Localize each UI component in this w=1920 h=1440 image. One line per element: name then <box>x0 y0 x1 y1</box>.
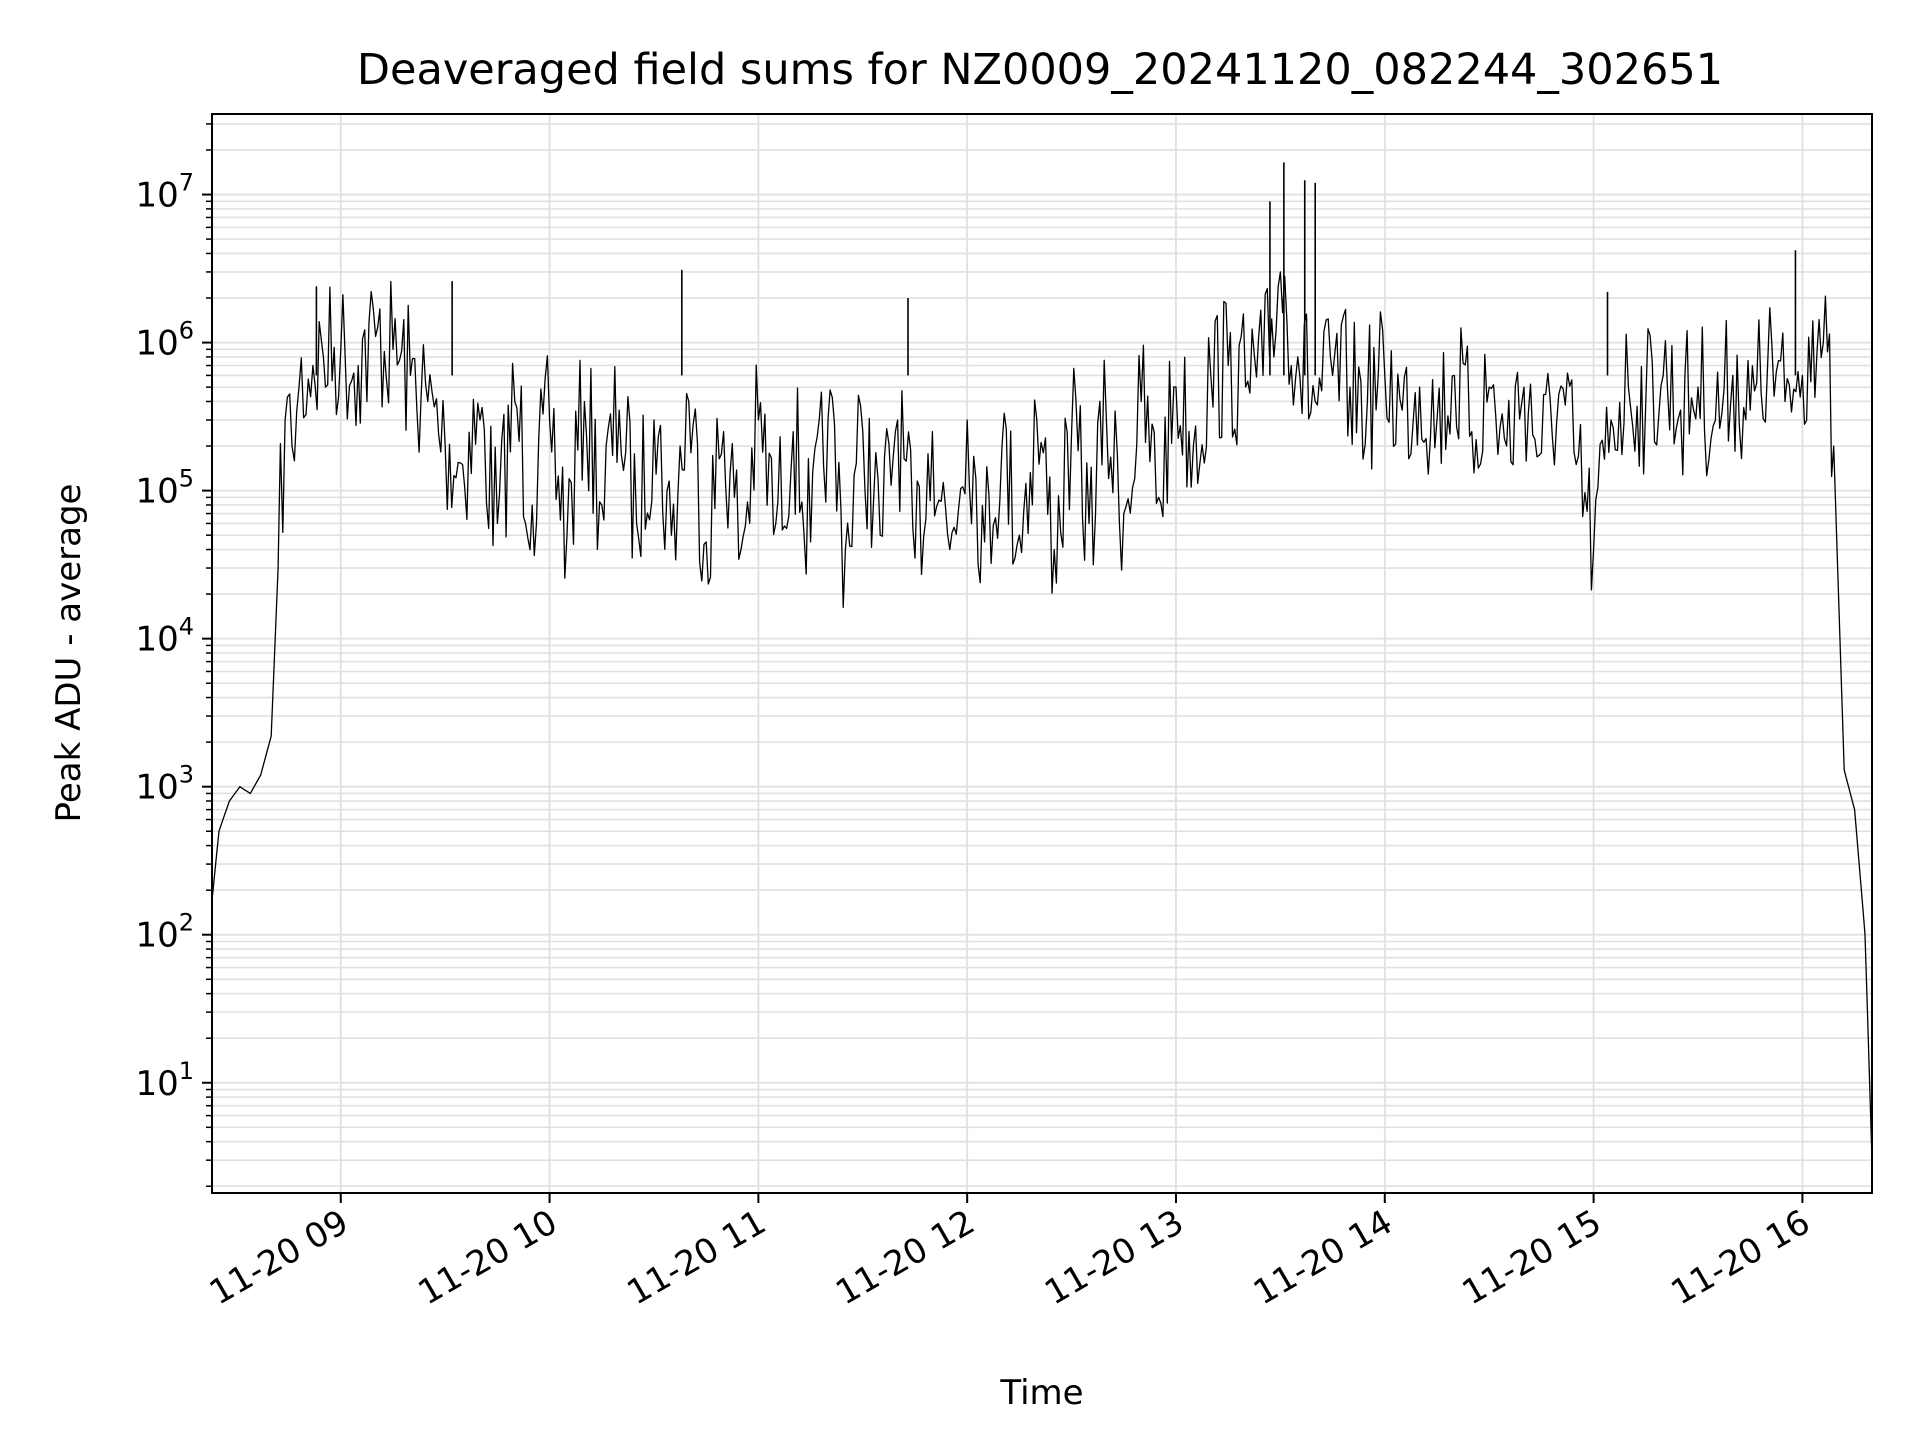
series-line <box>211 271 1873 1161</box>
grid-lines <box>212 114 1872 1193</box>
y-axis: 101 102 103 104 105 106 107 <box>135 123 212 1187</box>
y-tick-label: 105 <box>135 465 194 512</box>
y-tick-label: 101 <box>135 1057 194 1104</box>
y-tick-label: 106 <box>135 317 194 364</box>
y-tick-label: 102 <box>135 909 194 956</box>
data-series <box>211 162 1873 1161</box>
x-axis-label: Time <box>999 1373 1083 1413</box>
chart-title: Deaveraged field sums for NZ0009_2024112… <box>357 45 1723 95</box>
y-tick-label: 104 <box>135 613 194 660</box>
y-tick-label: 103 <box>135 761 194 808</box>
y-axis-label: Peak ADU - average <box>49 484 89 823</box>
y-tick-label: 107 <box>135 169 194 216</box>
